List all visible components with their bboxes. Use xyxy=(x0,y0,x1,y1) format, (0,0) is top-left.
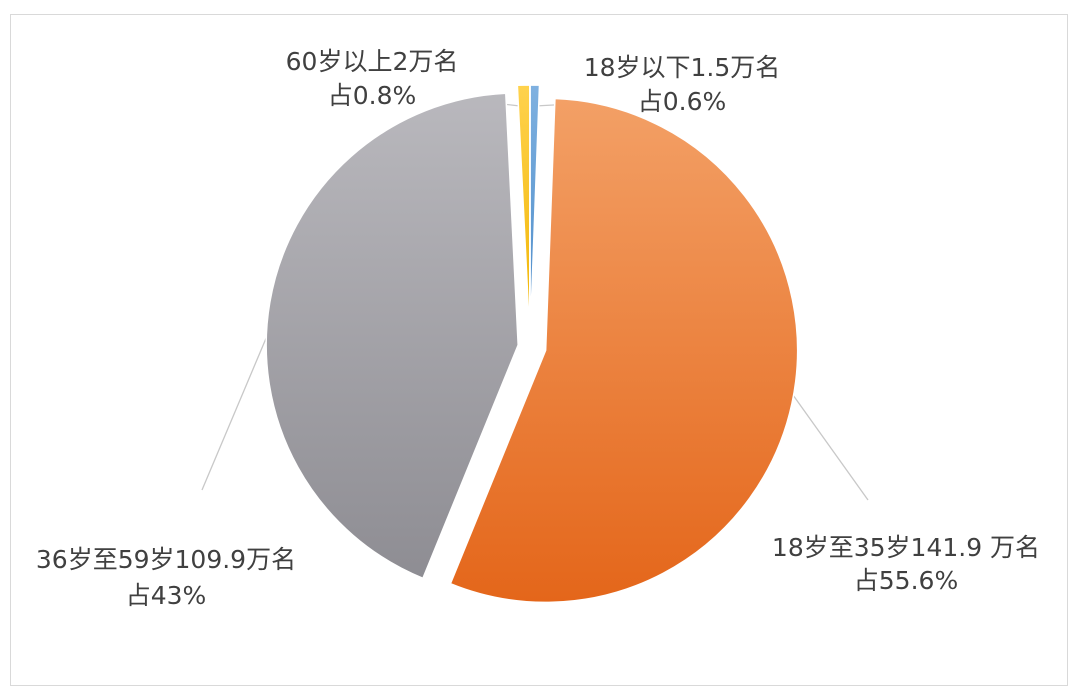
slice-over60 xyxy=(516,84,531,338)
label-under18-line2: 占0.6% xyxy=(638,87,727,116)
label-36-59-line1: 36岁至59岁109.9万名 xyxy=(36,545,296,574)
label-over60-line2: 占0.8% xyxy=(328,81,417,110)
slice-under18 xyxy=(529,84,541,338)
leader-line-36-59 xyxy=(201,309,279,491)
label-18-35-line2: 占55.6% xyxy=(854,566,958,595)
leader-line-18-35 xyxy=(792,394,869,501)
label-36-59-line2: 占43% xyxy=(126,581,207,610)
slice-18-35 xyxy=(449,97,799,604)
slice-36-59 xyxy=(265,92,519,580)
label-under18-line1: 18岁以下1.5万名 xyxy=(584,53,781,82)
label-18-35-line1: 18岁至35岁141.9 万名 xyxy=(772,533,1040,562)
label-over60-line1: 60岁以上2万名 xyxy=(286,47,459,76)
